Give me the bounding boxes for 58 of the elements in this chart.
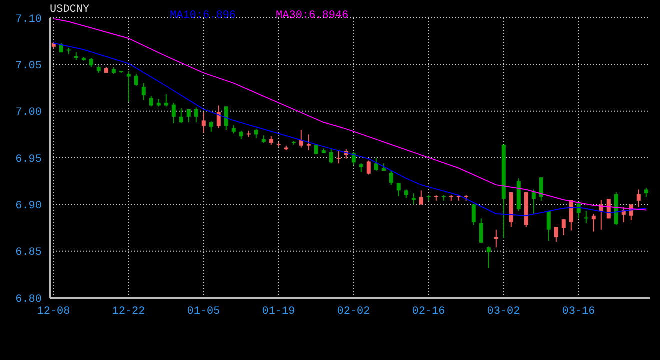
candlestick	[472, 204, 476, 226]
y-tick-label: 6.95	[16, 154, 42, 166]
candlestick	[374, 158, 378, 172]
candlestick	[562, 219, 566, 236]
y-tick-label: 7.00	[16, 107, 42, 120]
x-tick-label: 03-02	[487, 306, 520, 318]
x-tick-label: 02-02	[337, 306, 370, 318]
y-tick-label: 6.90	[16, 200, 42, 213]
candlestick	[396, 182, 401, 197]
candlestick	[179, 108, 184, 124]
candlestick	[172, 102, 176, 124]
text: MA10:6.896	[170, 10, 236, 22]
line-series	[53, 42, 647, 216]
candlestick	[479, 218, 484, 244]
candlestick	[336, 150, 341, 164]
x-tick-label: 01-05	[187, 306, 220, 318]
candlestick	[299, 130, 304, 148]
x-tick-label: 12-22	[112, 306, 146, 318]
candlestick	[539, 177, 544, 202]
x-tick-label: 03-16	[562, 306, 596, 318]
y-tick-label: 7.10	[16, 14, 42, 26]
candlestick	[202, 112, 206, 134]
candlestick	[186, 108, 191, 124]
candlestick	[569, 200, 574, 232]
candlestick	[254, 128, 258, 139]
y-tick-label: 7.05	[16, 60, 42, 73]
chart-title: USDCNY	[50, 4, 90, 16]
candlestick	[486, 246, 491, 269]
candlestick	[636, 189, 641, 208]
candlestick	[329, 148, 334, 164]
candlestick	[126, 70, 131, 102]
candlestick	[592, 214, 596, 232]
candlestick	[546, 210, 551, 242]
x-tick-label: 12-08	[37, 306, 70, 318]
candlestick	[554, 226, 558, 242]
candlestick	[209, 121, 214, 132]
candlestick	[389, 170, 394, 186]
candlestick	[412, 192, 416, 206]
x-tick-label: 01-19	[262, 306, 296, 318]
candlestick	[224, 106, 228, 130]
candlestick	[149, 96, 154, 108]
candlestick	[306, 134, 311, 152]
candlestick	[366, 160, 371, 176]
candlestick	[644, 187, 648, 198]
candlestick	[134, 74, 138, 87]
candlestick	[576, 203, 581, 220]
candlestick	[584, 210, 588, 224]
y-tick-label: 6.85	[16, 247, 42, 260]
y-tick-label: 6.80	[16, 294, 42, 306]
line-series	[53, 18, 647, 211]
x-tick-label: 02-16	[412, 306, 446, 318]
candlestick	[194, 107, 198, 124]
candlestick	[532, 189, 536, 214]
candlestick	[89, 58, 94, 68]
candlestick	[142, 82, 146, 101]
candlestick	[216, 105, 221, 129]
text: MA30:6.8946	[276, 10, 349, 22]
candlestick	[419, 190, 424, 206]
